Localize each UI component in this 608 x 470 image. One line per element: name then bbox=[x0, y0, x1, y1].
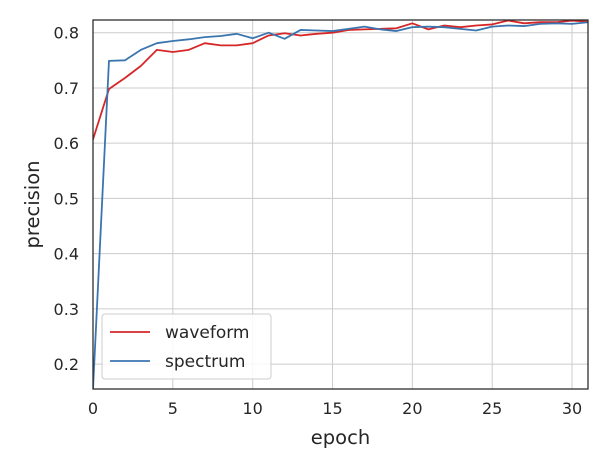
y-axis-label: precision bbox=[21, 161, 44, 249]
legend-label-spectrum: spectrum bbox=[165, 352, 245, 372]
series-lines bbox=[93, 20, 588, 389]
legend-label-waveform: waveform bbox=[165, 323, 249, 343]
y-tick-label: 0.7 bbox=[54, 79, 79, 98]
plot-frame bbox=[92, 19, 589, 390]
series-line-spectrum bbox=[93, 21, 588, 389]
y-tick-label: 0.8 bbox=[54, 24, 79, 43]
x-tick-label: 20 bbox=[402, 399, 422, 418]
series-line-waveform bbox=[93, 20, 588, 141]
legend-box bbox=[101, 313, 272, 380]
y-tick-label: 0.5 bbox=[54, 189, 79, 208]
legend: waveform spectrum bbox=[101, 313, 272, 380]
y-tick-label: 0.2 bbox=[54, 355, 79, 374]
y-tick-label: 0.6 bbox=[54, 134, 79, 153]
x-tick-label: 5 bbox=[168, 399, 178, 418]
x-tick-label: 30 bbox=[562, 399, 582, 418]
x-tick-label: 0 bbox=[88, 399, 98, 418]
y-tick-label: 0.4 bbox=[54, 245, 79, 264]
grid bbox=[93, 20, 588, 389]
y-axis-ticks: 0.2 0.3 0.4 0.5 0.6 0.7 0.8 bbox=[54, 24, 79, 374]
x-tick-label: 10 bbox=[242, 399, 262, 418]
x-tick-label: 15 bbox=[322, 399, 342, 418]
x-axis-label: epoch bbox=[311, 426, 370, 449]
x-axis-ticks: 0 5 10 15 20 25 30 bbox=[88, 399, 582, 418]
x-tick-label: 25 bbox=[482, 399, 502, 418]
y-tick-label: 0.3 bbox=[54, 300, 79, 319]
